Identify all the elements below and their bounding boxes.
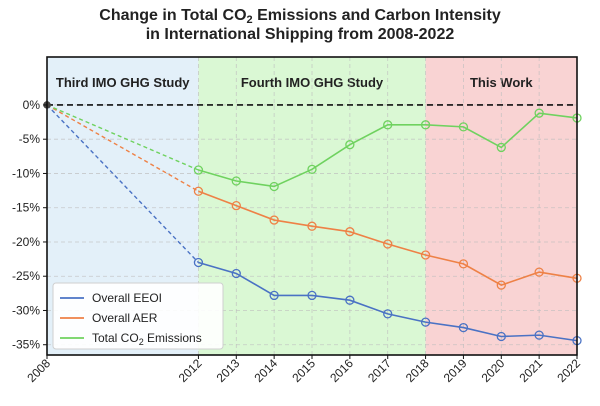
series-3-point-2017	[383, 120, 393, 130]
series-3-point-2016	[345, 140, 355, 150]
x-tick-label-2020: 2020	[479, 356, 508, 385]
series-2-point-2012	[193, 186, 204, 196]
series-1-point-2016	[345, 295, 355, 305]
series-1-point-2019	[458, 322, 469, 333]
x-tick-label-2021: 2021	[516, 356, 545, 385]
y-tick-label-7: -35%	[12, 338, 40, 352]
region-label-1: Third IMO GHG Study	[56, 75, 190, 90]
series-2-point-2017	[383, 239, 393, 249]
x-tick-label-2019: 2019	[441, 356, 470, 385]
x-tick-label-2017: 2017	[365, 356, 394, 385]
x-tick-label-2018: 2018	[403, 356, 432, 385]
series-2-line	[198, 190, 578, 286]
series-1-point-2015	[307, 290, 317, 301]
x-tick-label-2014: 2014	[251, 356, 280, 385]
series-1-point-2018	[420, 317, 431, 327]
series-2-point-2013	[231, 201, 241, 211]
series-3-point-2014	[269, 181, 279, 192]
series-1-point-2014	[269, 290, 279, 301]
series-1-point-2012	[193, 257, 204, 268]
legend-box	[52, 282, 224, 350]
series-1-point-2017	[383, 309, 393, 319]
series-2-point-2021	[534, 267, 544, 277]
y-tick-label-0: 0%	[23, 98, 41, 112]
x-tick-label-2013: 2013	[214, 356, 243, 385]
series-2-dashed-segment	[46, 104, 199, 192]
series-3-point-2013	[231, 176, 241, 186]
series-3-point-2018	[420, 120, 431, 130]
series-3-point-2020	[496, 142, 506, 153]
y-tick-label-1: -5%	[19, 132, 41, 146]
series-3-point-2012	[193, 165, 204, 175]
chart-title-line-2: in International Shipping from 2008-2022	[145, 26, 455, 43]
series-1-point-2020	[496, 331, 506, 342]
chart-title-line-1: Change in Total CO2 Emissions and Carbon…	[99, 7, 501, 26]
y-tick-label-6: -30%	[12, 303, 40, 317]
region-label-3: This Work	[470, 75, 533, 90]
series-2-point-2016	[345, 227, 355, 237]
x-tick-label-2008: 2008	[24, 356, 53, 385]
series-1-dashed-segment	[46, 104, 199, 264]
y-tick-label-5: -25%	[12, 269, 40, 283]
legend-label-1: Overall EEOI	[92, 291, 162, 305]
series-2-point-2019	[458, 259, 469, 269]
y-tick-label-3: -15%	[12, 201, 40, 215]
legend-label-3: Total CO2 Emissions	[92, 331, 202, 347]
legend-label-2: Overall AER	[92, 311, 158, 325]
series-3-point-2019	[458, 122, 469, 132]
x-tick-label-2012: 2012	[176, 356, 205, 385]
chart-title: Change in Total CO2 Emissions and Carbon…	[0, 6, 600, 44]
series-1-line	[198, 261, 578, 342]
x-tick-label-2022: 2022	[554, 356, 583, 385]
legend: Overall EEOI Overall AER Total CO2 Emissio…	[52, 282, 224, 350]
series-3-line	[198, 112, 578, 188]
y-tick-label-2: -10%	[12, 166, 40, 180]
x-tick-label-2015: 2015	[289, 356, 318, 385]
series-2-point-2014	[269, 215, 279, 225]
x-tick-label-2016: 2016	[327, 356, 356, 385]
series-2-point-2018	[420, 250, 431, 260]
series-3-point-2021	[534, 108, 544, 118]
series-2-point-2015	[307, 221, 317, 231]
region-label-2: Fourth IMO GHG Study	[241, 75, 384, 90]
series-1-point-2013	[231, 268, 241, 279]
series-2-point-2020	[496, 280, 506, 290]
series-3-point-2015	[307, 164, 317, 174]
series-1-point-2021	[534, 330, 544, 340]
y-tick-label-4: -20%	[12, 235, 40, 249]
